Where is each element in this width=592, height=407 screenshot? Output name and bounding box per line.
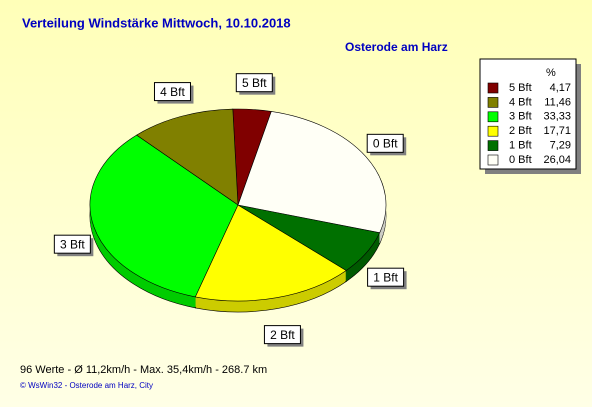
- slice-label: 3 Bft: [60, 237, 85, 251]
- legend-value: 7,29: [550, 140, 571, 152]
- legend-label: 0 Bft: [509, 154, 532, 166]
- label-box: [53, 234, 91, 254]
- slice: [194, 204, 347, 302]
- legend-header: %: [546, 67, 556, 79]
- label-box: [366, 133, 404, 153]
- label-box: [263, 325, 301, 345]
- label-box: [235, 73, 273, 93]
- legend-value: 26,04: [543, 154, 571, 166]
- slice-label: 2 Bft: [270, 328, 295, 342]
- slice-label: 4 Bft: [160, 85, 185, 99]
- credit: © WsWin32 - Osterode am Harz, City: [20, 381, 153, 390]
- slice-label: 0 Bft: [373, 136, 398, 150]
- legend-swatch: [487, 140, 499, 151]
- slice: [136, 108, 239, 206]
- legend-label: 2 Bft: [509, 125, 532, 137]
- legend-swatch: [487, 111, 499, 123]
- legend-label: 5 Bft: [509, 82, 532, 94]
- slice: [237, 111, 387, 233]
- footer: 96 Werte - Ø 11,2km/h - Max. 35,4km/h - …: [20, 364, 267, 376]
- label-box: [153, 82, 191, 102]
- legend-swatch: [487, 97, 499, 108]
- legend-label: 4 Bft: [509, 96, 532, 108]
- legend-value: 17,71: [543, 125, 571, 137]
- legend-label: 1 Bft: [509, 140, 532, 152]
- legend-value: 11,46: [544, 96, 571, 108]
- slice-label: 1 Bft: [373, 270, 398, 284]
- chart-subtitle: Osterode am Harz: [345, 40, 448, 54]
- legend-swatch: [487, 125, 499, 137]
- slice-label: 5 Bft: [242, 76, 267, 90]
- legend-value: 33,33: [543, 111, 571, 123]
- legend-swatch: [487, 82, 499, 94]
- legend-value: 4,17: [550, 82, 571, 94]
- chart-title: Verteilung Windstärke Mittwoch, 10.10.20…: [22, 15, 291, 30]
- label-box: [367, 267, 405, 287]
- legend-swatch: [487, 154, 499, 166]
- legend-label: 3 Bft: [509, 111, 532, 123]
- slice: [89, 134, 239, 298]
